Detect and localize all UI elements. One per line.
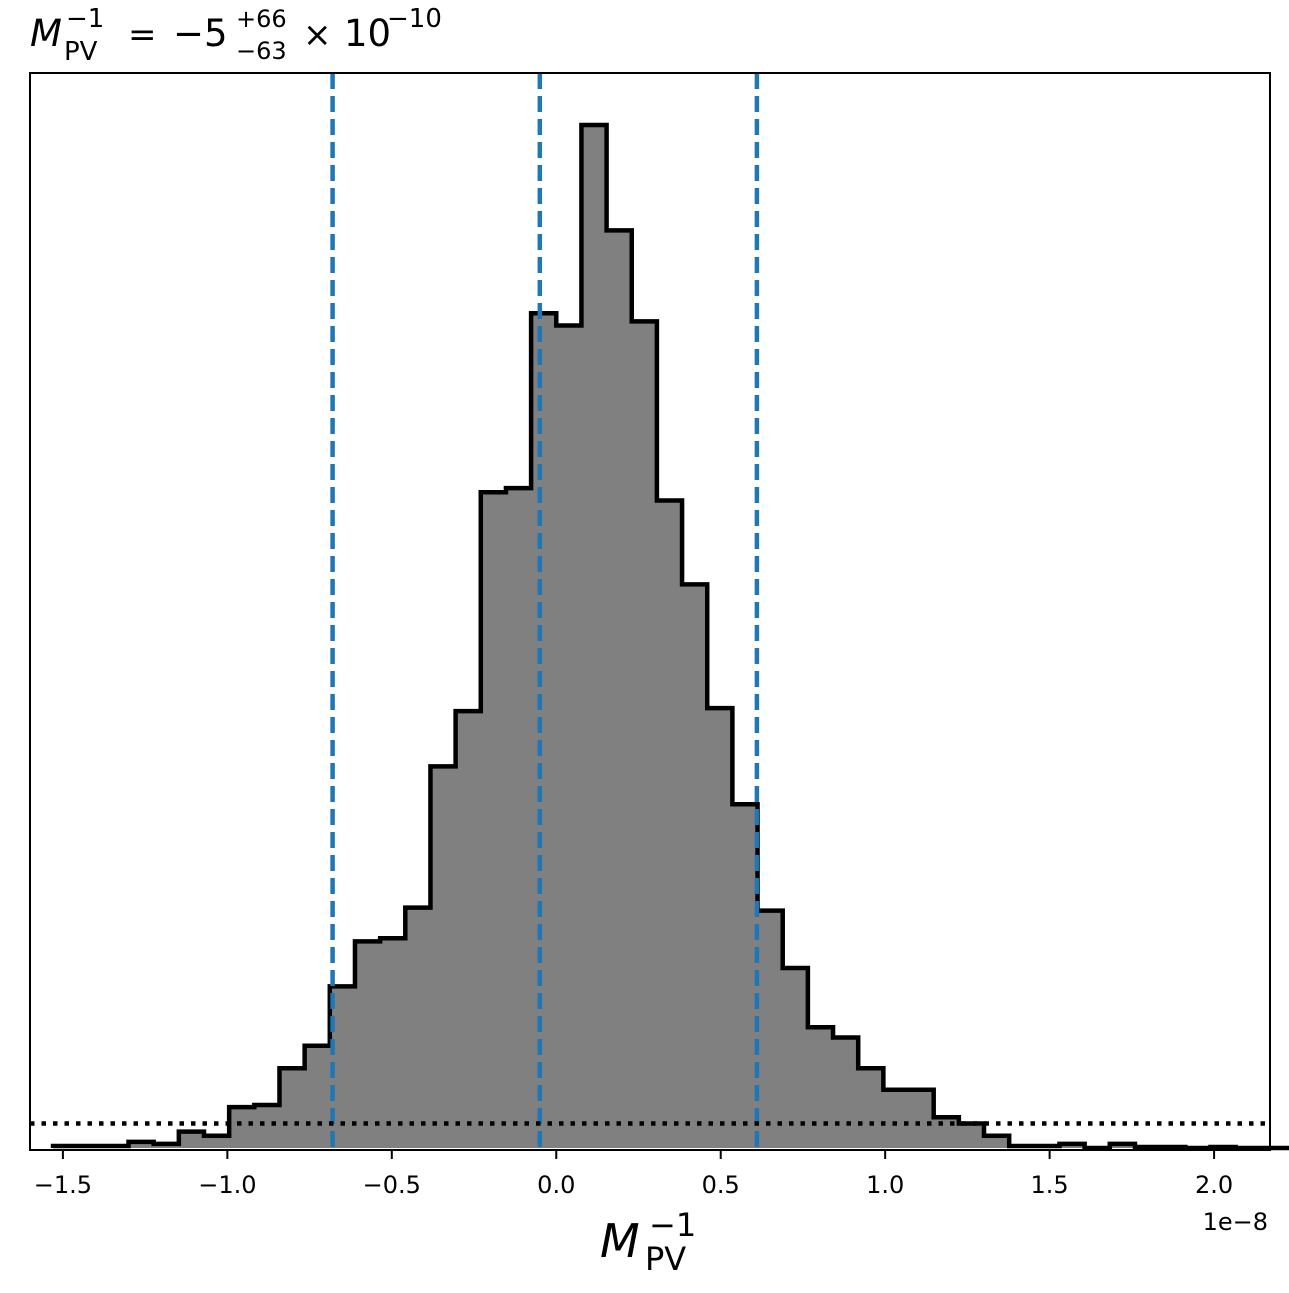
histogram-bar — [505, 488, 532, 1148]
title-symbol-superscript: −1 — [66, 4, 104, 34]
x-label-subscript: PV — [645, 1240, 686, 1278]
histogram-bar — [229, 1107, 255, 1148]
histogram-outline — [50, 122, 1289, 1151]
histogram-bar — [556, 325, 582, 1148]
x-tick-label: −1.5 — [34, 1171, 92, 1199]
histogram-bar — [833, 1037, 859, 1148]
title-error-minus: −63 — [236, 37, 287, 65]
histogram-bar — [279, 1068, 306, 1148]
histogram-bar — [203, 1135, 230, 1148]
histogram-bar — [933, 1117, 960, 1148]
x-tick-label: −1.0 — [198, 1171, 256, 1199]
title-times-sign: × — [303, 15, 332, 55]
histogram-bar — [178, 1131, 205, 1148]
x-tick-label: 1.5 — [1031, 1171, 1069, 1199]
histogram-bar — [858, 1068, 884, 1148]
histogram-bar — [128, 1141, 155, 1148]
histogram-bar — [883, 1089, 910, 1148]
histogram-bar — [908, 1089, 935, 1148]
histogram-bar — [380, 938, 406, 1148]
histogram-bar — [304, 1045, 331, 1148]
title-symbol-subscript: PV — [64, 37, 98, 67]
histogram-bar — [581, 125, 608, 1148]
percentile-lines — [330, 73, 760, 1150]
title-base: 10 — [344, 12, 391, 55]
x-label-symbol: M — [600, 1214, 640, 1268]
histogram-bar — [405, 907, 431, 1148]
x-tick-label: 2.0 — [1195, 1171, 1233, 1199]
histogram-bar — [958, 1123, 985, 1148]
title-symbol: M — [30, 12, 62, 55]
histogram-bar — [707, 708, 733, 1148]
histogram-bar — [682, 584, 708, 1148]
histogram-bar — [354, 941, 381, 1148]
title-equals: = — [128, 15, 157, 55]
x-label-superscript: −1 — [649, 1206, 696, 1244]
title-value: −5 — [173, 12, 228, 55]
x-axis-offset-label: 1e−8 — [1203, 1208, 1268, 1236]
histogram-bar — [807, 1027, 834, 1148]
x-tick-label: −0.5 — [363, 1171, 421, 1199]
x-tick-label: 0.5 — [702, 1171, 740, 1199]
histogram-bars — [53, 125, 1237, 1149]
title-exponent: −10 — [387, 4, 442, 34]
histogram-bar — [656, 500, 683, 1148]
plot-frame — [29, 72, 1271, 1151]
chart-title: M PV −1 = −5 +66 −63 × 10 −10 — [30, 4, 442, 67]
x-axis-label: M PV −1 — [600, 1206, 696, 1278]
histogram-bar — [531, 313, 557, 1148]
histogram-bar — [631, 321, 658, 1148]
histogram-bar — [606, 230, 633, 1148]
histogram-bar — [782, 967, 809, 1148]
histogram-bar — [480, 492, 507, 1149]
x-axis-ticks: −1.5 −1.0 −0.5 0.0 0.5 1.0 1.5 2.0 — [34, 1150, 1233, 1199]
histogram-bar — [757, 910, 784, 1148]
title-error-plus: +66 — [236, 5, 287, 33]
histogram-bar — [984, 1135, 1010, 1148]
x-tick-label: 1.0 — [866, 1171, 904, 1199]
histogram-bar — [254, 1105, 280, 1148]
x-tick-label: 0.0 — [537, 1171, 575, 1199]
histogram-bar — [732, 804, 759, 1148]
histogram-bar — [455, 711, 482, 1148]
histogram-bar — [430, 766, 457, 1148]
